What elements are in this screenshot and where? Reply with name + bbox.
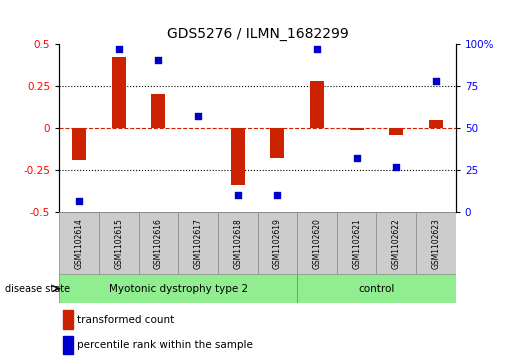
Text: control: control (358, 284, 394, 294)
Bar (258, 212, 297, 274)
Bar (178, 212, 218, 274)
Bar (139, 212, 178, 274)
Bar (376, 212, 416, 274)
Text: GSM1102614: GSM1102614 (75, 218, 83, 269)
Bar (59, 274, 297, 303)
Point (154, 57, 163, 63)
Point (114, 46, 123, 52)
Point (392, 164, 401, 170)
Bar (72, 128, 86, 160)
Bar (389, 128, 403, 135)
Text: GSM1102623: GSM1102623 (432, 218, 440, 269)
Text: percentile rank within the sample: percentile rank within the sample (77, 340, 253, 350)
Bar (337, 212, 376, 274)
Text: GSM1102619: GSM1102619 (273, 218, 282, 269)
Bar (297, 212, 337, 274)
Point (75, 197, 83, 203)
Point (352, 155, 360, 161)
Bar (59, 212, 99, 274)
Bar (218, 212, 258, 274)
Text: GSM1102620: GSM1102620 (313, 218, 321, 269)
Bar (151, 94, 165, 128)
Bar (63, 336, 73, 354)
Point (432, 78, 440, 83)
Text: GSM1102617: GSM1102617 (194, 218, 202, 269)
Bar (310, 81, 324, 128)
Point (313, 46, 321, 52)
Bar (99, 212, 139, 274)
Text: GSM1102618: GSM1102618 (233, 218, 242, 269)
Text: Myotonic dystrophy type 2: Myotonic dystrophy type 2 (109, 284, 248, 294)
Point (234, 192, 242, 198)
Text: GSM1102616: GSM1102616 (154, 218, 163, 269)
Title: GDS5276 / ILMN_1682299: GDS5276 / ILMN_1682299 (167, 27, 348, 41)
Point (194, 113, 202, 119)
Text: transformed count: transformed count (77, 315, 174, 325)
Point (273, 192, 281, 198)
Bar (112, 57, 126, 128)
Text: GSM1102621: GSM1102621 (352, 218, 361, 269)
Text: disease state: disease state (5, 284, 70, 294)
Bar (231, 128, 245, 185)
Bar (416, 212, 456, 274)
Text: GSM1102622: GSM1102622 (392, 218, 401, 269)
Bar (63, 310, 73, 329)
Bar (297, 274, 456, 303)
Bar (270, 128, 284, 158)
Bar (350, 128, 364, 130)
Text: GSM1102615: GSM1102615 (114, 218, 123, 269)
Bar (429, 119, 443, 128)
